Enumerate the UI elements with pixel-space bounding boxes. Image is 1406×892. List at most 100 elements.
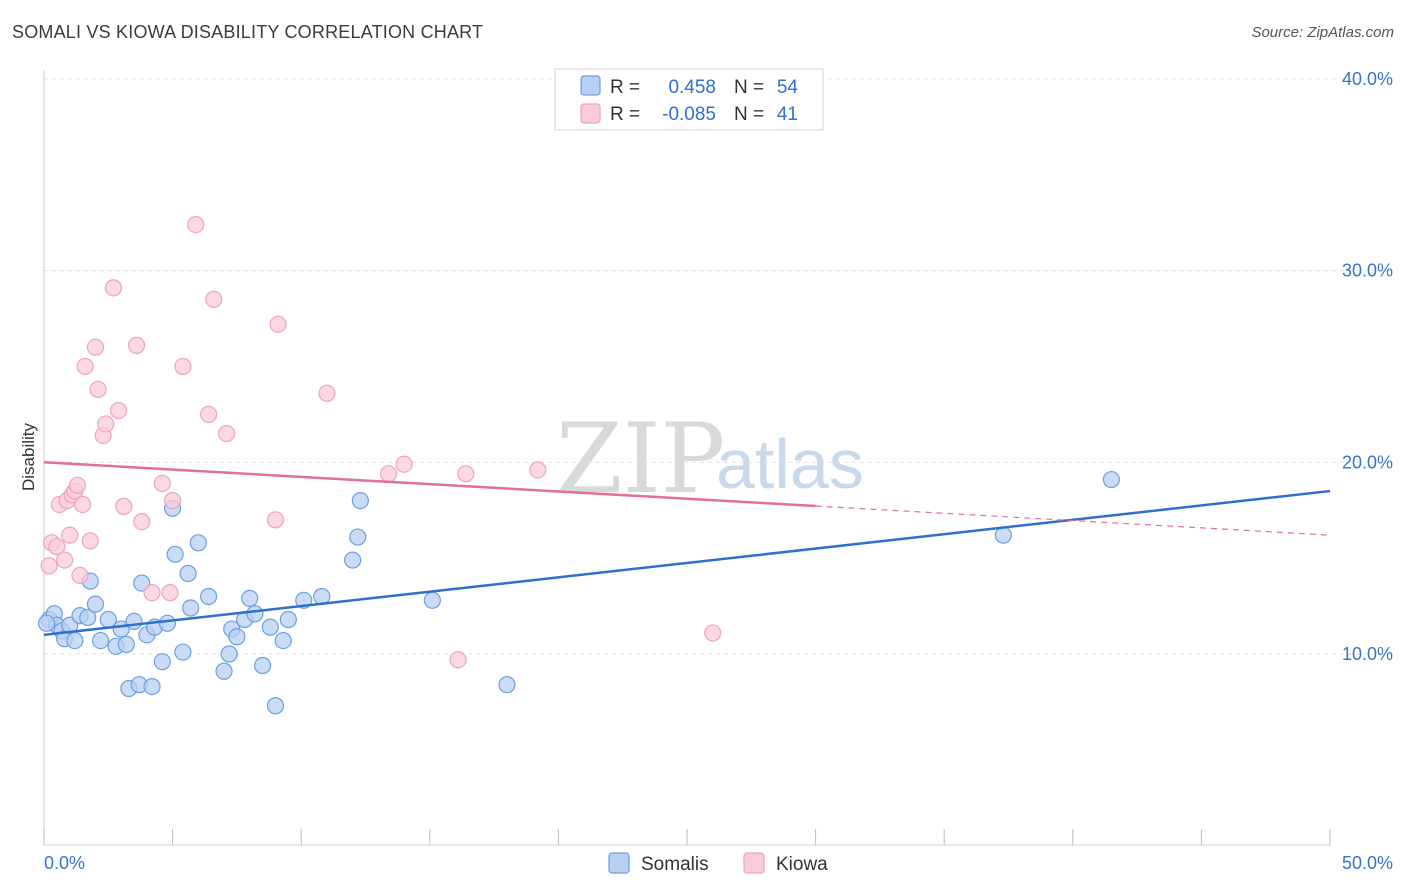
point-kiowa [61, 526, 79, 544]
point-kiowa [269, 315, 287, 333]
legend-r-label-kiowa: R = [610, 104, 640, 125]
point-kiowa [81, 532, 99, 550]
bottom-legend-swatch-somalis [608, 852, 630, 874]
point-somalis [254, 656, 272, 675]
point-somalis [174, 643, 192, 661]
legend-n-label-somalis: N = [734, 77, 764, 98]
point-somalis [166, 545, 184, 563]
trend-line-dashed-kiowa [815, 505, 1331, 536]
y-tick-label: 30.0% [1342, 261, 1393, 281]
point-somalis [266, 697, 285, 715]
x-tick-label-min: 0.0% [44, 853, 85, 873]
point-kiowa [97, 415, 115, 433]
point-kiowa [86, 338, 105, 356]
point-kiowa [143, 584, 161, 602]
point-somalis [228, 628, 246, 646]
point-somalis [220, 645, 238, 663]
point-somalis [117, 635, 135, 654]
trend-line-somalis [43, 489, 1331, 637]
point-kiowa [704, 624, 722, 642]
point-kiowa [89, 380, 107, 399]
point-somalis [189, 534, 207, 552]
point-kiowa [48, 538, 66, 556]
legend-swatch-kiowa [580, 103, 601, 124]
x-axis-ticks [43, 829, 1331, 845]
y-tick-label: 20.0% [1342, 452, 1393, 472]
point-somalis [153, 653, 171, 671]
point-somalis [351, 492, 369, 510]
point-somalis [274, 631, 292, 650]
y-tick-label: 40.0% [1342, 69, 1393, 89]
point-kiowa [109, 401, 128, 420]
bottom-legend-label-somalis: Somalis [641, 854, 709, 875]
point-kiowa [187, 215, 205, 234]
point-kiowa [127, 336, 146, 354]
point-kiowa [104, 279, 123, 297]
legend-r-value-kiowa: -0.085 [662, 104, 716, 125]
point-somalis [158, 614, 177, 632]
data-points [37, 215, 1120, 715]
point-kiowa [218, 424, 236, 443]
point-somalis [37, 614, 56, 632]
y-tick-label: 10.0% [1342, 644, 1393, 664]
gridlines [44, 78, 1393, 655]
point-kiowa [380, 465, 398, 483]
point-somalis [179, 564, 197, 583]
point-kiowa [71, 566, 89, 585]
point-kiowa [73, 495, 92, 514]
point-somalis [91, 631, 110, 650]
x-tick-label-max: 50.0% [1342, 853, 1393, 873]
bottom-legend: Somalis Kiowa [608, 852, 828, 875]
source-credit: Source: ZipAtlas.com [1251, 24, 1394, 41]
point-kiowa [529, 461, 547, 479]
point-kiowa [174, 357, 192, 376]
point-kiowa [55, 551, 74, 569]
legend-n-value-kiowa: 41 [777, 104, 798, 125]
point-kiowa [153, 474, 171, 492]
point-somalis [215, 662, 233, 680]
watermark-atlas: atlas [716, 425, 864, 503]
point-kiowa [205, 290, 223, 308]
point-kiowa [164, 492, 182, 510]
point-somalis [1102, 470, 1120, 489]
point-somalis [498, 676, 516, 694]
trend-lines [43, 461, 1331, 637]
legend-r-value-somalis: 0.458 [668, 77, 716, 98]
point-kiowa [449, 651, 467, 669]
point-somalis [125, 612, 143, 631]
point-somalis [279, 610, 297, 629]
point-kiowa [161, 584, 179, 602]
point-kiowa [200, 405, 218, 423]
point-kiowa [457, 465, 475, 483]
point-kiowa [266, 511, 285, 529]
point-kiowa [115, 497, 133, 515]
point-kiowa [318, 384, 336, 402]
legend-r-label-somalis: R = [610, 77, 640, 98]
legend-swatch-somalis [580, 75, 601, 96]
point-somalis [86, 595, 105, 613]
point-somalis [349, 528, 367, 546]
point-somalis [79, 608, 97, 627]
trend-line-kiowa [43, 461, 816, 508]
point-somalis [66, 631, 84, 650]
point-somalis [344, 551, 362, 569]
point-kiowa [76, 357, 94, 376]
point-somalis [143, 677, 161, 696]
point-somalis [261, 618, 279, 636]
y-axis-label: Disability [19, 422, 38, 491]
bottom-legend-swatch-kiowa [743, 852, 765, 874]
chart-title: SOMALI VS KIOWA DISABILITY CORRELATION C… [12, 22, 484, 42]
point-kiowa [395, 455, 413, 473]
point-somalis [182, 599, 200, 617]
y-axis-tick-labels: 10.0% 20.0% 30.0% 40.0% [1342, 69, 1393, 664]
point-somalis [200, 587, 218, 606]
point-somalis [994, 526, 1012, 544]
top-legend: R = 0.458 N = 54 R = -0.085 N = 41 [554, 68, 824, 131]
point-kiowa [68, 476, 87, 494]
point-somalis [241, 589, 259, 608]
point-somalis [246, 605, 264, 623]
point-kiowa [40, 557, 58, 575]
legend-n-value-somalis: 54 [777, 77, 799, 98]
bottom-legend-label-kiowa: Kiowa [776, 854, 828, 875]
